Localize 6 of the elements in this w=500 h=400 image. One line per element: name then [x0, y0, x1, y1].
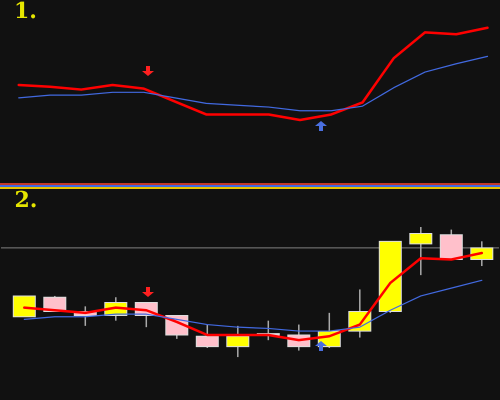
candlestick: [226, 325, 250, 358]
candlestick: [12, 295, 36, 318]
chart-title: 2.: [14, 187, 38, 213]
chart-title: 1.: [14, 0, 37, 24]
candlestick: [196, 324, 219, 349]
candlestick: [409, 226, 432, 276]
